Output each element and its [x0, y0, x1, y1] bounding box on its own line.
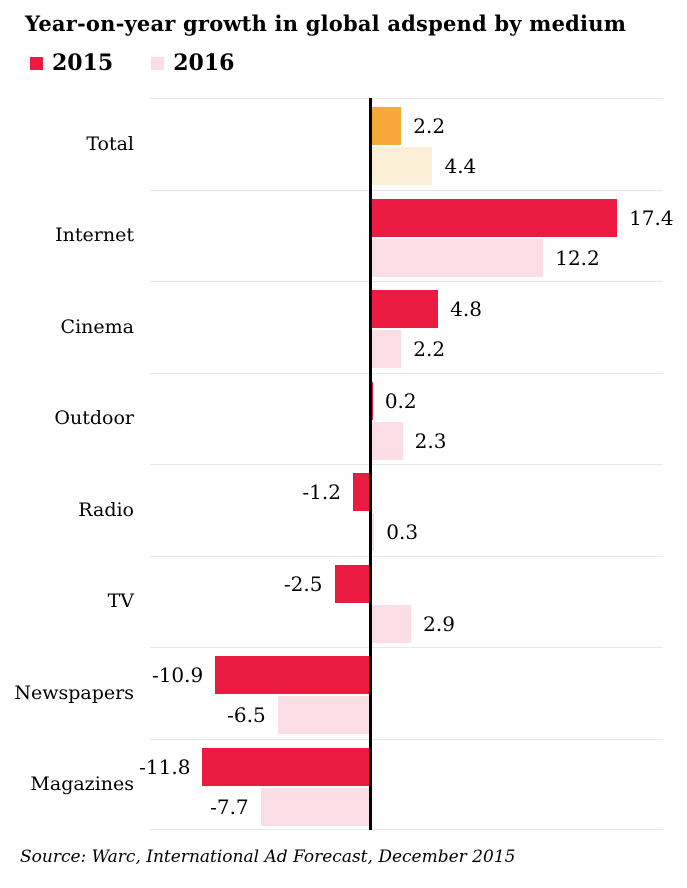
bar-area-outdoor: 0.2 2.3	[150, 372, 663, 465]
bar-2016-cinema	[370, 330, 402, 368]
bar-2015-newspapers	[215, 656, 370, 694]
plot-bottom-gridline	[150, 829, 663, 830]
bar-2016-radio	[370, 513, 375, 551]
value-label-2016-newspapers: -6.5	[227, 703, 266, 727]
legend-item-2015: 2015	[30, 52, 113, 74]
value-label-2015-magazines: -11.8	[139, 754, 191, 779]
chart-row-magazines: Magazines -11.8 -7.7	[0, 738, 687, 831]
bar-area-tv: -2.5 2.9	[150, 555, 663, 648]
chart-row-radio: Radio -1.2 0.3	[0, 464, 687, 556]
category-label-cinema: Cinema	[60, 315, 134, 338]
bar-area-cinema: 4.8 2.2	[150, 281, 663, 373]
category-label-internet: Internet	[55, 224, 134, 247]
chart-row-internet: Internet 17.4 12.2	[0, 189, 687, 282]
category-label-radio: Radio	[78, 498, 134, 521]
chart-row-total: Total 2.2 4.4	[0, 98, 687, 190]
bar-area-total: 2.2 4.4	[150, 98, 663, 190]
bar-2016-tv	[370, 604, 412, 643]
bar-area-newspapers: -10.9 -6.5	[150, 647, 663, 739]
legend-swatch-2016	[151, 56, 165, 70]
legend: 2015 2016	[30, 52, 234, 74]
category-label-total: Total	[86, 132, 134, 155]
legend-label-2016: 2016	[173, 50, 235, 76]
plot-area: Total 2.2 4.4 Internet 17.4 12.2 Cinema 4.8 2.2 O…	[0, 98, 687, 830]
chart-title: Year-on-year growth in global adspend by…	[25, 11, 627, 36]
chart-row-cinema: Cinema 4.8 2.2	[0, 281, 687, 373]
bar-2015-radio	[352, 473, 370, 511]
value-label-2016-cinema: 2.2	[413, 337, 446, 361]
legend-item-2016: 2016	[151, 52, 234, 74]
source-note: Source: Warc, International Ad Forecast,…	[20, 847, 516, 867]
value-label-2015-radio: -1.2	[302, 480, 341, 504]
bar-2015-tv	[334, 564, 370, 603]
bar-2016-internet	[370, 238, 544, 277]
value-label-2016-magazines: -7.7	[210, 794, 249, 819]
chart-row-newspapers: Newspapers -10.9 -6.5	[0, 647, 687, 739]
value-label-2016-internet: 12.2	[555, 245, 600, 270]
value-label-2015-internet: 17.4	[629, 205, 674, 230]
bar-2015-cinema	[370, 290, 439, 328]
category-label-magazines: Magazines	[30, 773, 134, 796]
legend-swatch-2015	[30, 56, 43, 70]
value-label-2015-total: 2.2	[413, 114, 446, 138]
bar-2016-total	[370, 147, 433, 185]
bar-area-internet: 17.4 12.2	[150, 189, 674, 282]
value-label-2016-total: 4.4	[444, 154, 477, 178]
bar-2015-total	[370, 107, 402, 145]
value-label-2016-radio: 0.3	[386, 520, 419, 544]
value-label-2015-tv: -2.5	[283, 571, 323, 596]
chart-row-outdoor: Outdoor 0.2 2.3	[0, 372, 687, 465]
bar-2015-magazines	[202, 747, 370, 786]
bar-area-magazines: -11.8 -7.7	[139, 738, 663, 831]
value-label-2016-tv: 2.9	[423, 611, 455, 636]
value-label-2016-outdoor: 2.3	[414, 428, 447, 453]
category-label-outdoor: Outdoor	[54, 407, 134, 430]
value-label-2015-cinema: 4.8	[450, 297, 482, 321]
bar-area-radio: -1.2 0.3	[150, 464, 663, 556]
zero-axis-line	[369, 98, 372, 830]
bar-2016-newspapers	[277, 696, 370, 734]
category-label-newspapers: Newspapers	[14, 681, 134, 704]
bar-2016-magazines	[260, 787, 370, 826]
value-label-2015-newspapers: -10.9	[151, 663, 204, 687]
bar-2015-internet	[370, 198, 618, 237]
category-label-tv: TV	[107, 590, 134, 613]
bar-2016-outdoor	[370, 421, 403, 460]
legend-label-2015: 2015	[52, 50, 114, 76]
chart-row-tv: TV -2.5 2.9	[0, 555, 687, 648]
value-label-2015-outdoor: 0.2	[384, 388, 417, 413]
